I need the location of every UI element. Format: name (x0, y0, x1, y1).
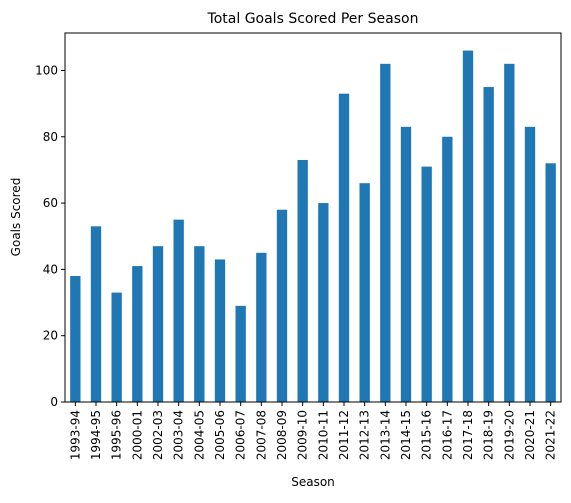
plot-frame (64, 32, 562, 403)
x-tick-label: 2004-05 (192, 410, 206, 460)
y-axis-label: Goals Scored (9, 178, 23, 257)
x-tick-label: 2012-13 (358, 410, 372, 460)
bar-2011-12 (338, 93, 350, 403)
bar-1995-96 (111, 292, 122, 402)
x-tick-label: 2013-14 (378, 410, 392, 460)
bar-1994-95 (90, 226, 102, 402)
x-tick-label: 2011-12 (337, 410, 351, 460)
bar-2007-08 (256, 252, 267, 402)
x-axis: 1993-94 1994-95 1995-96 2000-01 2002-03 2003-… (68, 402, 558, 460)
bars-layer (70, 50, 556, 403)
x-tick-label: 2017-18 (461, 410, 475, 460)
chart-title: Total Goals Scored Per Season (207, 11, 419, 27)
x-tick-label: 2003-04 (172, 410, 186, 460)
bar-2005-06 (214, 259, 226, 402)
y-axis: 0 20 40 60 80 100 (35, 63, 65, 409)
bar-2014-15 (400, 126, 412, 402)
bar-1993-94 (70, 276, 81, 402)
bar-2018-19 (483, 87, 494, 402)
x-tick-label: 2010-11 (316, 410, 330, 460)
x-tick-label: 2006-07 (234, 410, 248, 460)
bar-2021-22 (545, 163, 556, 402)
x-tick-label: 2014-15 (399, 410, 413, 460)
x-tick-label: 2020-21 (523, 410, 537, 460)
bar-2020-21 (524, 126, 536, 402)
x-tick-label: 2015-16 (420, 410, 434, 460)
bar-2016-17 (442, 136, 453, 402)
x-tick-label: 2016-17 (440, 410, 454, 460)
bar-2015-16 (421, 166, 432, 402)
bar-2008-09 (276, 209, 288, 402)
bar-2002-03 (152, 246, 164, 402)
x-tick-label: 2019-20 (502, 410, 516, 460)
x-tick-label: 2000-01 (130, 410, 144, 460)
bar-2017-18 (462, 50, 474, 402)
x-axis-label: Season (291, 475, 335, 489)
x-tick-label: 1994-95 (89, 410, 103, 460)
bar-2003-04 (173, 219, 184, 402)
x-tick-label: 1993-94 (68, 410, 82, 460)
x-tick-label: 2008-09 (275, 410, 289, 460)
bar-2012-13 (359, 183, 370, 402)
x-tick-label: 1995-96 (110, 410, 124, 460)
bar-2019-20 (504, 63, 515, 402)
x-tick-label: 2021-22 (544, 410, 558, 460)
bar-2006-07 (235, 305, 246, 402)
x-tick-label: 2002-03 (151, 410, 165, 460)
x-tick-label: 2007-08 (254, 410, 268, 460)
y-tick-label: 20 (43, 329, 58, 343)
y-tick-label: 100 (35, 63, 58, 77)
y-tick-label: 40 (43, 262, 58, 276)
bar-2004-05 (194, 246, 205, 402)
x-tick-label: 2018-19 (482, 410, 496, 460)
x-tick-label: 2009-10 (296, 410, 310, 460)
x-tick-label: 2005-06 (213, 410, 227, 460)
y-tick-label: 60 (43, 196, 58, 210)
y-tick-label: 0 (50, 395, 58, 409)
bar-2010-11 (318, 203, 329, 402)
bar-2013-14 (380, 63, 391, 402)
bar-2009-10 (297, 159, 308, 402)
bar-2000-01 (132, 266, 143, 402)
y-tick-label: 80 (43, 130, 58, 144)
